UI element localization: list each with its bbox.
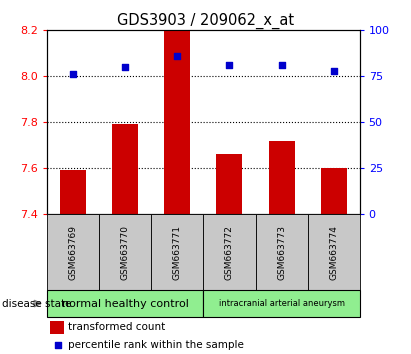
Text: GDS3903 / 209062_x_at: GDS3903 / 209062_x_at <box>117 12 294 29</box>
Bar <box>47 290 203 317</box>
Text: disease state: disease state <box>2 298 72 309</box>
Text: GSM663774: GSM663774 <box>329 225 338 280</box>
Text: GSM663770: GSM663770 <box>121 225 130 280</box>
Point <box>226 62 233 68</box>
Bar <box>203 214 256 290</box>
Point <box>174 53 181 59</box>
Text: intracranial arterial aneurysm: intracranial arterial aneurysm <box>219 299 344 308</box>
Bar <box>307 214 360 290</box>
Text: normal healthy control: normal healthy control <box>62 298 189 309</box>
Bar <box>256 214 307 290</box>
Text: transformed count: transformed count <box>67 322 165 332</box>
Bar <box>164 30 190 214</box>
Text: GSM663769: GSM663769 <box>69 225 78 280</box>
Bar <box>99 214 151 290</box>
Bar <box>217 154 242 214</box>
Point <box>70 72 76 77</box>
Bar <box>51 321 65 333</box>
Bar <box>47 214 99 290</box>
Point <box>330 68 337 73</box>
Bar <box>203 290 360 317</box>
Text: GSM663771: GSM663771 <box>173 225 182 280</box>
Bar <box>151 214 203 290</box>
Bar <box>268 141 295 214</box>
Bar <box>112 125 139 214</box>
Bar <box>321 168 346 214</box>
Point <box>54 342 61 348</box>
Text: GSM663773: GSM663773 <box>277 225 286 280</box>
Bar <box>60 171 86 214</box>
Point <box>278 62 285 68</box>
Point <box>122 64 129 70</box>
Text: percentile rank within the sample: percentile rank within the sample <box>67 340 243 350</box>
Text: GSM663772: GSM663772 <box>225 225 234 280</box>
